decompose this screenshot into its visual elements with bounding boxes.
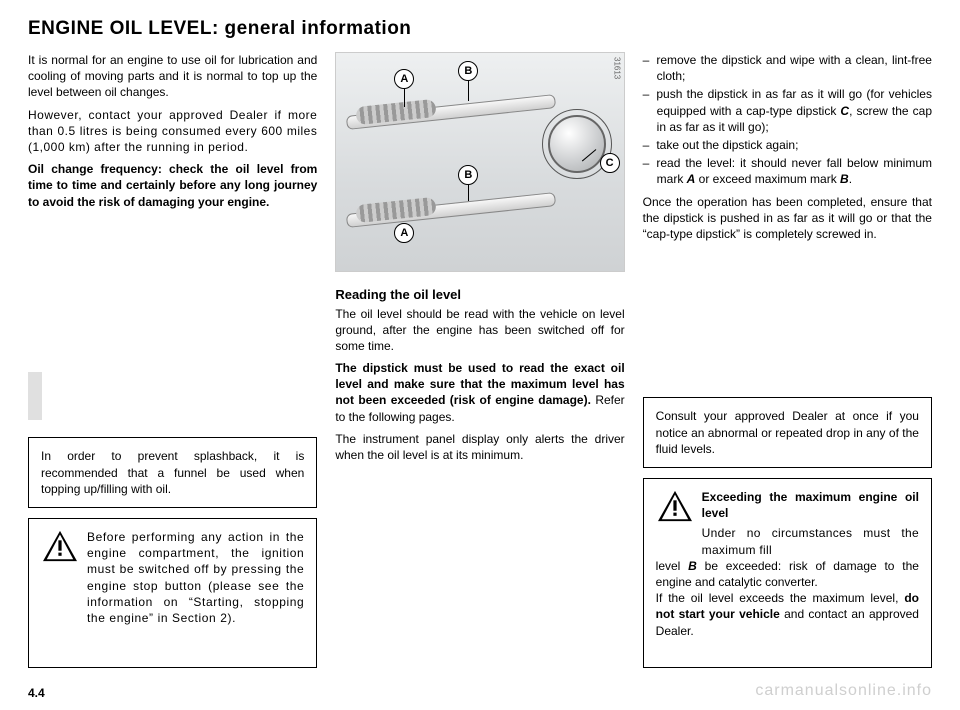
- after-list-paragraph: Once the operation has been com­pleted, …: [643, 194, 932, 243]
- intro-paragraph-2: However, contact your approved Dealer if…: [28, 107, 317, 156]
- diagram-image-id: 31613: [611, 57, 622, 79]
- procedure-list: remove the dipstick and wipe with a clea…: [643, 52, 932, 190]
- intro-paragraph-1: It is normal for an engine to use oil fo…: [28, 52, 317, 101]
- warn-b-pre: If the oil level exceeds the maximum lev…: [656, 591, 905, 605]
- callout-B-top: B: [458, 61, 478, 81]
- reading-paragraph-1: The oil level should be read with the ve…: [335, 306, 624, 355]
- warning-max-text-a: Under no circumstances must the maximum …: [702, 525, 919, 557]
- cap-knob: [548, 115, 606, 173]
- warning-triangle-icon: [41, 529, 79, 563]
- leader-line: [404, 89, 405, 107]
- callout-B-bottom: B: [458, 165, 478, 185]
- callout-C: C: [600, 153, 620, 173]
- page-number: 4.4: [28, 686, 45, 700]
- watermark: carmanualsonline.info: [755, 682, 932, 700]
- page-title: ENGINE OIL LEVEL: general information: [28, 18, 932, 40]
- callout-A-top: A: [394, 69, 414, 89]
- list-item: take out the dipstick again;: [643, 137, 932, 153]
- side-tab-marker: [28, 372, 42, 420]
- reading-paragraph-2: The dipstick must be used to read the ex…: [335, 360, 624, 425]
- list-item: read the level: it should never fall bel…: [643, 155, 932, 187]
- list-item: push the dipstick in as far as it will g…: [643, 86, 932, 135]
- column-right: remove the dipstick and wipe with a clea…: [643, 52, 932, 678]
- warning-max-title: Exceeding the maximum engine oil level: [702, 489, 919, 521]
- warning-box-max-level: Exceeding the maximum engine oil level U…: [643, 478, 932, 668]
- oil-change-frequency: Oil change frequency: check the oil leve…: [28, 161, 317, 210]
- reading-paragraph-3: The instrument panel display only alerts…: [335, 431, 624, 463]
- subheading-reading-oil: Reading the oil level: [335, 286, 624, 304]
- leader-line: [468, 185, 469, 201]
- note-box-funnel: In order to prevent splashback, it is re…: [28, 437, 317, 508]
- reading-bold: The dipstick must be used to read the ex…: [335, 361, 624, 407]
- note-box-dealer: Consult your approved Dealer at once if …: [643, 397, 932, 468]
- leader-line: [468, 81, 469, 101]
- warning-max-text-b: If the oil level exceeds the maximum lev…: [656, 590, 919, 639]
- list-item: remove the dipstick and wipe with a clea…: [643, 52, 932, 84]
- dipstick-diagram: 31613 A B C A B: [335, 52, 624, 272]
- column-middle: 31613 A B C A B Reading the oil level Th…: [335, 52, 624, 678]
- column-left: It is normal for an engine to use oil fo…: [28, 52, 317, 678]
- note-funnel-text: In order to prevent splashback, it is re…: [41, 449, 304, 495]
- warning-max-text-a2: level B be exceeded: risk of damage to t…: [656, 558, 919, 590]
- warning-ignition-text: Before performing any action in the engi…: [87, 529, 304, 626]
- callout-A-bottom: A: [394, 223, 414, 243]
- warning-box-ignition: Before performing any action in the engi…: [28, 518, 317, 668]
- note-dealer-text: Consult your approved Dealer at once if …: [656, 409, 919, 455]
- warning-triangle-icon: [656, 489, 694, 523]
